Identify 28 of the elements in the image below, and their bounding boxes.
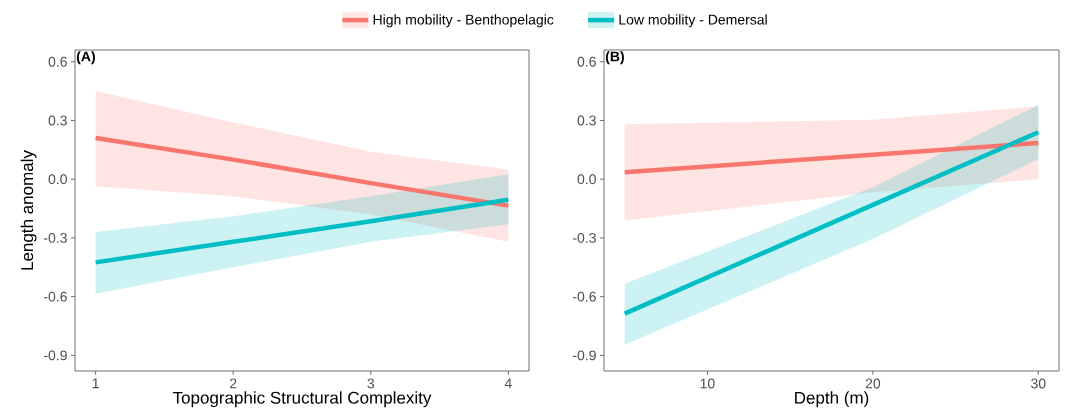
- y-tick-label: 0.6: [48, 56, 67, 67]
- y-tick-label: -0.3: [43, 232, 67, 243]
- x-tick-label: 1: [92, 378, 99, 389]
- chart-title: (B): [605, 51, 624, 65]
- y-tick-label: 0.3: [48, 115, 67, 126]
- line-series: [93, 135, 511, 208]
- y-axis-title: Length anomaly: [20, 150, 37, 270]
- line-series: [93, 197, 511, 265]
- y-tick-label: -0.9: [572, 350, 596, 361]
- chart-title: (A): [76, 51, 95, 65]
- x-tick-label: 30: [1031, 378, 1046, 389]
- x-tick-label: 2: [230, 378, 237, 389]
- x-tick-label: 20: [865, 378, 881, 389]
- y-tick-label: -0.9: [43, 350, 67, 361]
- y-tick-label: 0.6: [577, 56, 596, 67]
- x-axis-title: Topographic Structural Complexity: [172, 391, 432, 408]
- y-tick-label: 0.0: [48, 174, 67, 185]
- x-tick-label: 4: [504, 378, 512, 389]
- y-tick-label: -0.6: [572, 291, 596, 302]
- y-tick-label: -0.6: [43, 291, 67, 302]
- y-tick-label: 0.0: [577, 174, 596, 185]
- y-tick-label: -0.3: [572, 232, 596, 243]
- x-axis-title: Depth (m): [795, 391, 869, 408]
- legend-label: Low mobility - Demersal: [619, 14, 767, 28]
- x-tick-label: 10: [700, 378, 715, 389]
- y-tick-label: 0.3: [577, 115, 596, 126]
- x-tick-label: 3: [367, 378, 375, 389]
- legend-label: High mobility - Benthopelagic: [373, 14, 554, 28]
